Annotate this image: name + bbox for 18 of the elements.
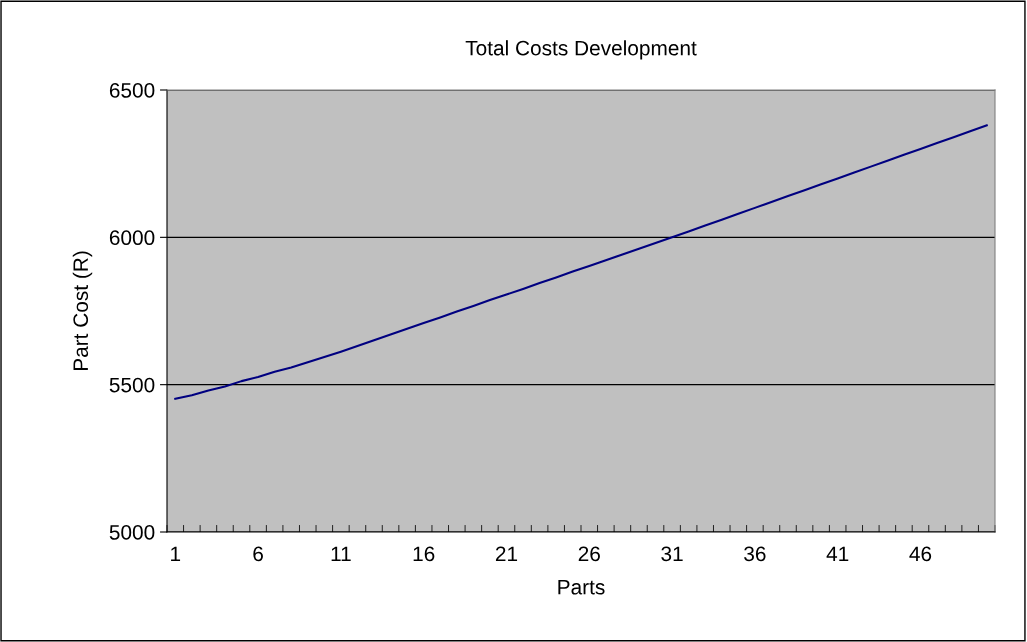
x-tick-label: 41 xyxy=(826,546,849,561)
y-tick-label: 5500 xyxy=(109,377,155,393)
x-tick-label: 11 xyxy=(331,546,351,561)
y-tick-label: 6000 xyxy=(109,230,155,246)
x-tick-label: 1 xyxy=(171,546,181,561)
x-tick-label: 6 xyxy=(253,546,263,562)
x-tick-label: 31 xyxy=(661,546,683,562)
line-series xyxy=(174,124,988,400)
y-tick-label: 6500 xyxy=(109,83,155,98)
y-axis-title: Part Cost (R) xyxy=(72,251,93,371)
x-tick-label: 16 xyxy=(413,546,435,562)
x-tick-label: 26 xyxy=(578,546,600,562)
y-tick-label: 5000 xyxy=(109,525,155,540)
x-tick-label: 36 xyxy=(744,546,766,562)
x-tick-label: 46 xyxy=(909,546,932,562)
x-axis-title: Parts xyxy=(558,579,605,595)
x-tick-label: 21 xyxy=(495,546,518,561)
chart-title: Total Costs Development xyxy=(465,40,697,60)
